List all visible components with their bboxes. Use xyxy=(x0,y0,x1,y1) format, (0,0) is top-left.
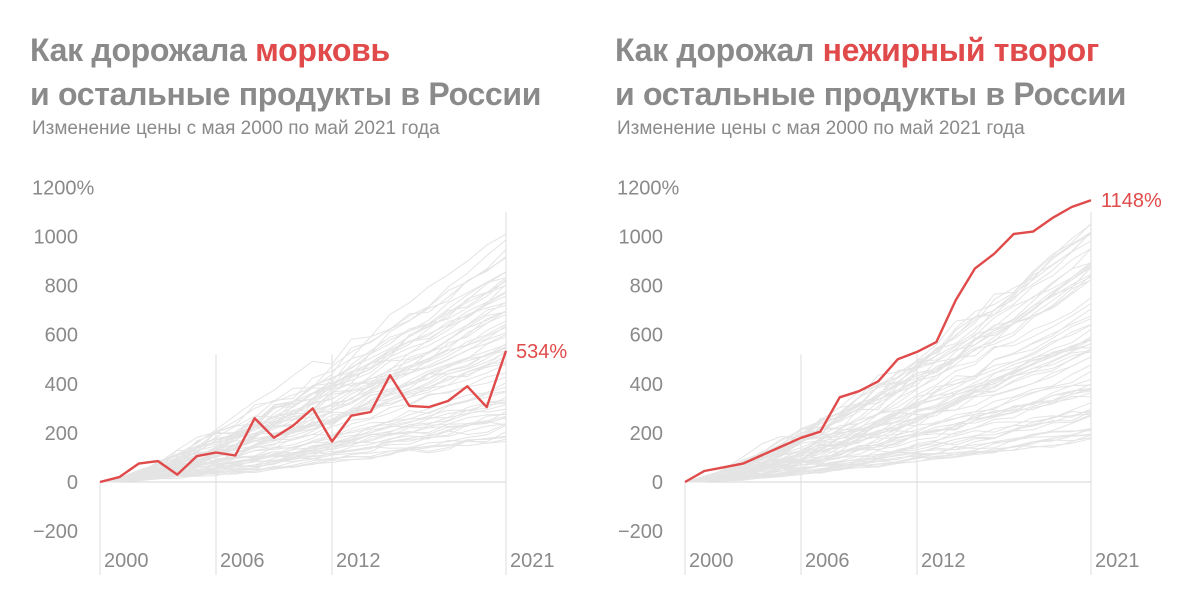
x-tick-label: 2012 xyxy=(921,550,966,572)
chart-title: Как дорожал нежирный творог и остальные … xyxy=(615,28,1126,116)
other-product-line xyxy=(684,223,1092,483)
y-tick-label: 1200% xyxy=(32,177,94,199)
other-product-line xyxy=(684,267,1092,483)
y-tick-label: 600 xyxy=(45,325,78,347)
title-line2: и остальные продукты в России xyxy=(615,76,1127,112)
other-product-line xyxy=(684,356,1092,483)
other-products-lines xyxy=(99,233,507,483)
highlight-series-line xyxy=(99,350,508,484)
title-prefix: Как дорожал xyxy=(615,32,815,68)
other-product-line xyxy=(684,279,1092,483)
other-product-line xyxy=(684,297,1092,483)
other-product-line xyxy=(99,233,507,483)
other-product-line xyxy=(99,304,507,483)
other-product-line xyxy=(684,343,1092,483)
other-product-line xyxy=(684,415,1092,483)
highlight-series-line xyxy=(684,199,1092,484)
other-product-line xyxy=(684,266,1092,483)
other-product-line xyxy=(684,343,1092,483)
other-product-line xyxy=(99,350,507,483)
other-product-line xyxy=(684,429,1092,483)
end-value-label: 1148% xyxy=(1101,190,1162,212)
other-product-line xyxy=(99,399,507,483)
other-product-line xyxy=(99,277,507,483)
x-tick-label: 2012 xyxy=(336,550,381,572)
title-line2: и остальные продукты в России xyxy=(30,76,542,112)
end-value-label: 534% xyxy=(516,341,567,363)
x-tick-label: 2000 xyxy=(689,550,734,572)
y-tick-label: 200 xyxy=(45,423,78,445)
other-product-line xyxy=(684,338,1092,483)
x-tick-label: 2021 xyxy=(1095,550,1140,572)
other-product-line xyxy=(684,231,1092,483)
chart-title: Как дорожала морковь и остальные продукт… xyxy=(30,28,541,116)
y-tick-label: 800 xyxy=(630,276,663,298)
other-product-line xyxy=(99,283,507,483)
line-chart: 2000 2006 2012 2021 −200 0 200 400 600 800 1000 120… xyxy=(32,177,567,575)
other-product-line xyxy=(99,417,507,483)
other-product-line xyxy=(99,411,507,483)
other-product-line xyxy=(99,239,507,483)
y-tick-label: 200 xyxy=(630,423,663,445)
y-tick-label: 0 xyxy=(67,472,78,494)
chart-panel-cottage-cheese: Как дорожал нежирный творог и остальные … xyxy=(585,0,1185,602)
other-product-line xyxy=(684,274,1092,483)
y-tick-label: 1200% xyxy=(617,177,679,199)
y-tick-label: −200 xyxy=(33,521,78,543)
other-product-line xyxy=(684,273,1092,483)
chart-subtitle: Изменение цены с мая 2000 по май 2021 го… xyxy=(617,118,1025,139)
other-product-line xyxy=(684,428,1092,483)
other-product-line xyxy=(99,301,507,483)
other-product-line xyxy=(684,233,1092,483)
other-product-line xyxy=(684,279,1092,483)
title-highlight: морковь xyxy=(255,32,390,68)
x-tick-label: 2021 xyxy=(510,550,555,572)
other-product-line xyxy=(99,376,507,483)
other-product-line xyxy=(684,390,1092,483)
y-tick-label: 1000 xyxy=(34,227,79,249)
other-product-line xyxy=(684,231,1092,483)
other-product-line xyxy=(99,257,507,483)
y-tick-label: −200 xyxy=(618,521,663,543)
chart-panel-carrot: Как дорожала морковь и остальные продукт… xyxy=(30,28,567,575)
other-product-line xyxy=(99,438,507,483)
x-tick-label: 2006 xyxy=(805,550,850,572)
title-highlight: нежирный творог xyxy=(822,32,1100,68)
line-chart: 2000 2006 2012 2021 −200 0 200 400 600 800 1000 120… xyxy=(617,177,1162,575)
title-prefix: Как дорожала xyxy=(30,32,247,68)
y-tick-label: 600 xyxy=(630,325,663,347)
other-product-line xyxy=(684,370,1092,483)
y-tick-label: 0 xyxy=(652,472,663,494)
other-products-lines xyxy=(684,223,1092,483)
other-product-line xyxy=(99,313,507,483)
x-tick-label: 2000 xyxy=(104,550,149,572)
y-tick-label: 1000 xyxy=(619,227,664,249)
x-tick-label: 2006 xyxy=(220,550,265,572)
chart-subtitle: Изменение цены с мая 2000 по май 2021 го… xyxy=(32,118,440,139)
y-tick-label: 400 xyxy=(45,374,78,396)
y-tick-label: 800 xyxy=(45,276,78,298)
other-product-line xyxy=(684,384,1092,483)
y-tick-label: 400 xyxy=(630,374,663,396)
